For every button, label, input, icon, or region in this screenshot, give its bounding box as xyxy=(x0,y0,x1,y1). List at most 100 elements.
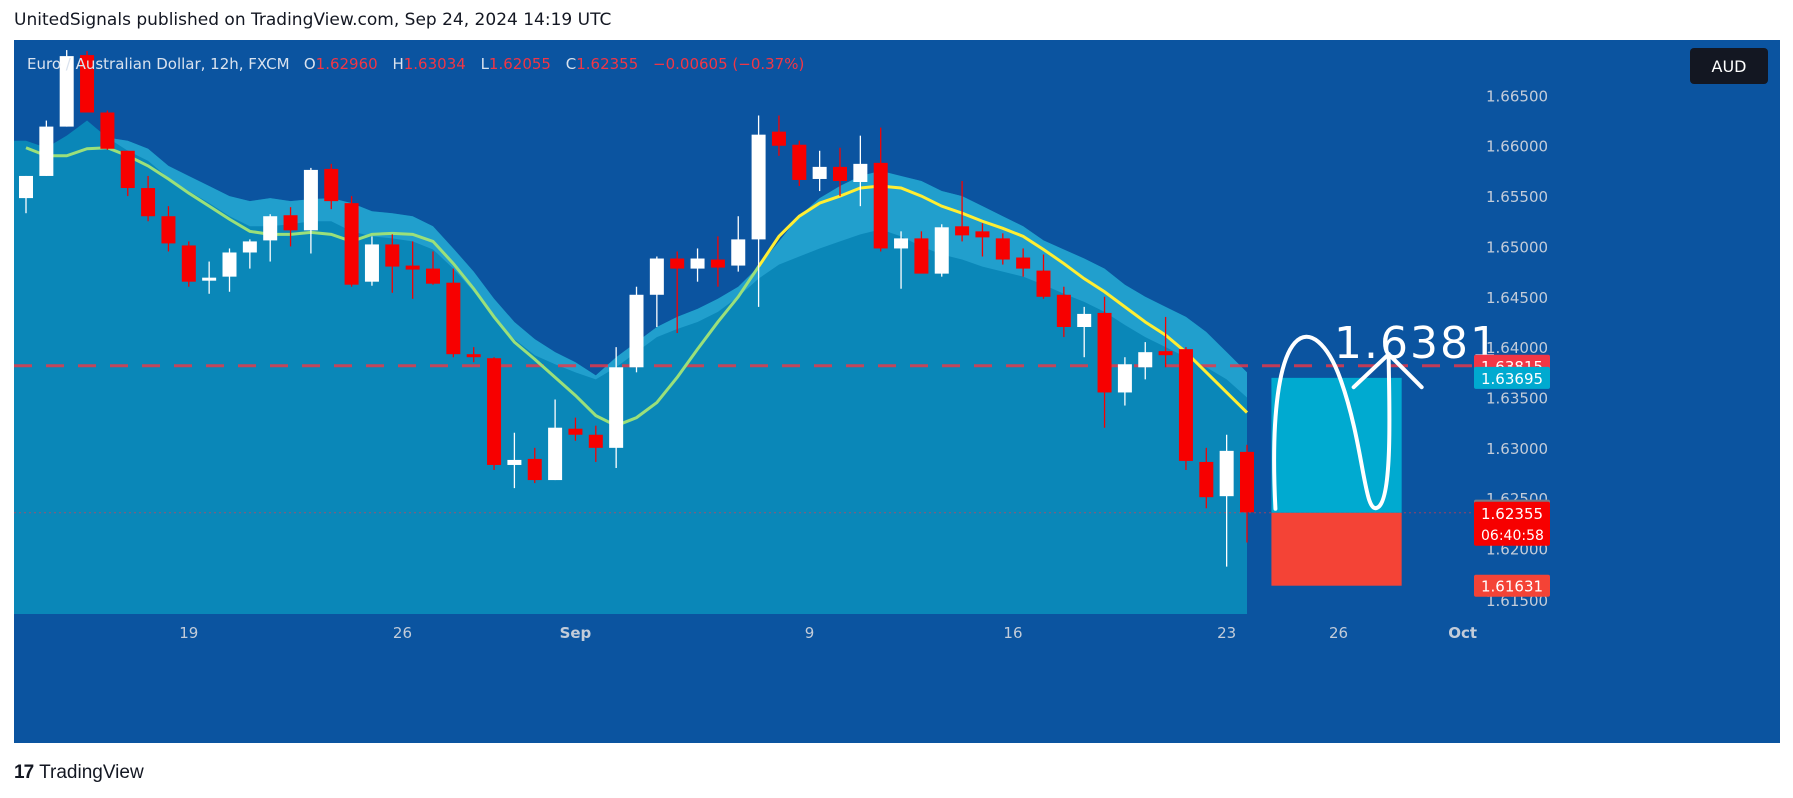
price-label-text: 1.61631 xyxy=(1481,578,1543,596)
symbol-name[interactable]: Euro / Australian Dollar, 12h, FXCM xyxy=(27,55,290,73)
candle-up[interactable] xyxy=(202,277,217,281)
candle-down[interactable] xyxy=(833,166,847,181)
close-value: 1.62355 xyxy=(576,55,639,73)
candle-down[interactable] xyxy=(487,358,502,465)
candle-down[interactable] xyxy=(80,55,95,113)
candle-up[interactable] xyxy=(1138,352,1153,368)
candle-down[interactable] xyxy=(1240,451,1254,513)
ma-line-green xyxy=(25,146,760,428)
candle-down[interactable] xyxy=(914,238,929,274)
candle-down[interactable] xyxy=(1199,461,1214,498)
resistance-text: 1.6381 xyxy=(1334,318,1500,369)
price-chart[interactable]: 1.63811.620001.625001.630001.635001.6400… xyxy=(14,40,1780,743)
x-tick-label: 23 xyxy=(1217,624,1236,642)
publisher-line: UnitedSignals published on TradingView.c… xyxy=(14,10,612,30)
candle-down[interactable] xyxy=(324,168,339,202)
candle-up[interactable] xyxy=(649,258,664,295)
candle-up[interactable] xyxy=(39,126,54,176)
candle-up[interactable] xyxy=(1077,313,1092,327)
low-label: L xyxy=(480,55,489,73)
candle-up[interactable] xyxy=(1117,364,1132,393)
candle-down[interactable] xyxy=(385,244,400,267)
candle-down[interactable] xyxy=(283,215,298,231)
price-label-text: 1.63695 xyxy=(1481,370,1543,388)
low-value: 1.62055 xyxy=(488,55,551,73)
y-tick-label: 1.63000 xyxy=(1486,440,1548,458)
candle-down[interactable] xyxy=(995,238,1010,260)
candle-down[interactable] xyxy=(771,131,786,146)
candle-down[interactable] xyxy=(405,265,420,270)
candle-up[interactable] xyxy=(364,244,379,282)
candle-down[interactable] xyxy=(446,282,461,355)
candle-down[interactable] xyxy=(1097,312,1112,393)
wave-arrow-head-icon xyxy=(1351,352,1424,390)
candle-down[interactable] xyxy=(141,188,156,217)
candle-up[interactable] xyxy=(19,175,33,199)
candle-down[interactable] xyxy=(527,458,542,481)
candle-up[interactable] xyxy=(263,216,278,241)
candle-down[interactable] xyxy=(792,144,807,180)
time-axis[interactable] xyxy=(14,614,1780,743)
stop-zone[interactable] xyxy=(1271,512,1402,586)
candle-up[interactable] xyxy=(934,227,949,274)
tradingview-logo-icon: 17 xyxy=(14,762,34,783)
candle-up[interactable] xyxy=(609,367,624,448)
candle-down[interactable] xyxy=(1056,294,1071,327)
candle-up[interactable] xyxy=(1219,450,1234,497)
candle-down[interactable] xyxy=(161,216,176,244)
candle-down[interactable] xyxy=(120,150,135,189)
price-label-box[interactable] xyxy=(1474,366,1550,389)
candle-up[interactable] xyxy=(853,163,868,182)
candle-down[interactable] xyxy=(344,203,359,285)
candle-up[interactable] xyxy=(59,56,74,127)
candle-down[interactable] xyxy=(1036,270,1051,297)
target-zone[interactable] xyxy=(1271,377,1402,513)
candle-down[interactable] xyxy=(955,226,970,236)
price-label-box[interactable] xyxy=(1474,574,1550,597)
currency-badge[interactable]: AUD xyxy=(1690,48,1768,84)
candle-down[interactable] xyxy=(181,245,196,282)
candle-down[interactable] xyxy=(1158,351,1173,356)
candle-up[interactable] xyxy=(242,241,257,253)
candle-up[interactable] xyxy=(222,252,237,277)
candle-up[interactable] xyxy=(812,166,827,179)
candle-up[interactable] xyxy=(548,427,563,481)
candle-up[interactable] xyxy=(629,294,644,368)
candle-up[interactable] xyxy=(507,459,522,465)
candle-down[interactable] xyxy=(670,258,685,269)
candle-up[interactable] xyxy=(751,134,766,240)
candle-down[interactable] xyxy=(100,112,115,149)
x-tick-label: 26 xyxy=(1329,624,1348,642)
candle-down[interactable] xyxy=(568,428,583,435)
candle-up[interactable] xyxy=(894,238,909,249)
countdown-text: 06:40:58 xyxy=(1481,528,1544,544)
close-label: C xyxy=(565,55,577,73)
symbol-legend: Euro / Australian Dollar, 12h, FXCM O1.6… xyxy=(27,55,814,73)
candle-down[interactable] xyxy=(975,231,990,238)
candle-down[interactable] xyxy=(710,259,725,268)
x-tick-label: 9 xyxy=(805,624,815,642)
x-tick-label: Oct xyxy=(1448,624,1477,642)
y-tick-label: 1.63500 xyxy=(1486,389,1548,407)
candle-up[interactable] xyxy=(731,239,746,266)
x-tick-label: Sep xyxy=(560,624,592,642)
candle-down[interactable] xyxy=(426,268,440,284)
x-tick-label: 19 xyxy=(179,624,198,642)
high-value: 1.63034 xyxy=(403,55,466,73)
y-tick-label: 1.64500 xyxy=(1486,289,1548,307)
brand-name: TradingView xyxy=(39,762,144,783)
high-label: H xyxy=(392,55,404,73)
price-label-text: 1.62355 xyxy=(1481,505,1543,523)
candle-down[interactable] xyxy=(873,162,888,249)
candle-down[interactable] xyxy=(588,434,603,448)
candle-down[interactable] xyxy=(1178,349,1193,461)
chart-frame[interactable]: 1.6381 1.62000 1.62500 1.63000 1.63500 1.6400… xyxy=(14,40,1780,743)
candle-down[interactable] xyxy=(466,354,481,358)
candle-up[interactable] xyxy=(303,169,318,231)
price-label-box[interactable] xyxy=(1474,501,1550,546)
footer-brand[interactable]: 17 TradingView xyxy=(14,762,144,784)
y-tick-label: 1.65000 xyxy=(1486,238,1548,256)
candle-down[interactable] xyxy=(1016,257,1031,269)
candle-up[interactable] xyxy=(690,258,705,269)
x-tick-label: 16 xyxy=(1003,624,1022,642)
